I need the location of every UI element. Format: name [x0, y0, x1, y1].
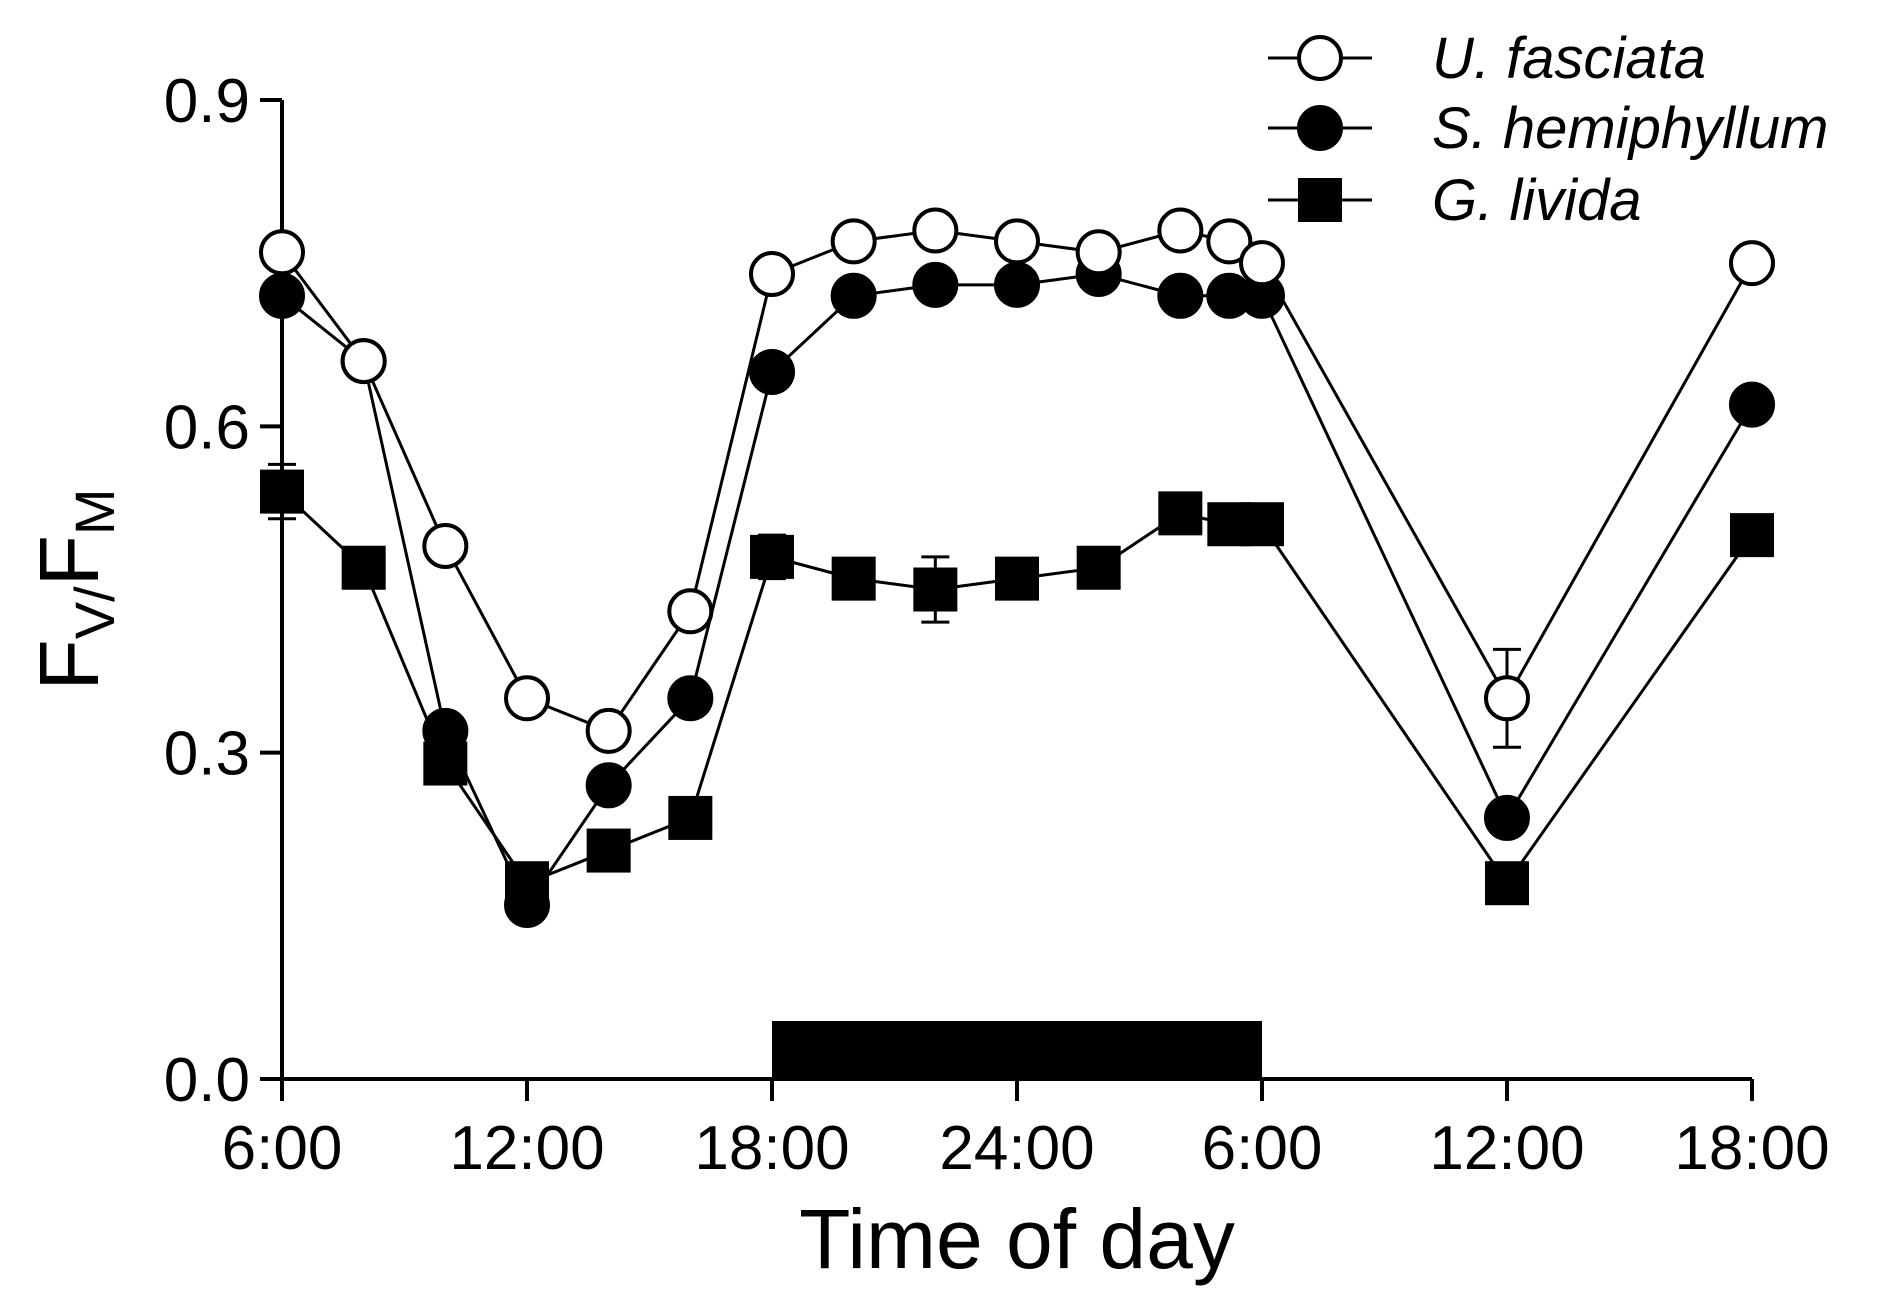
x-tick-label: 6:00: [222, 1114, 343, 1183]
data-point: [994, 261, 1040, 308]
data-point: [913, 567, 958, 612]
legend-label: U. fasciata: [1432, 26, 1706, 91]
data-point: [422, 707, 469, 754]
legend-marker: [1297, 105, 1343, 151]
series: [259, 207, 1775, 928]
dark-period-bar: [772, 1021, 1262, 1079]
data-point: [1484, 675, 1530, 722]
x-axis-title: Time of day: [799, 1192, 1235, 1286]
data-point: [259, 272, 305, 319]
x-tick-label: 12:00: [449, 1114, 604, 1183]
x-tick-label: 6:00: [1202, 1114, 1323, 1183]
data-point: [1157, 272, 1204, 319]
y-title-sub-v: V/: [63, 586, 126, 639]
y-title-f1: F: [22, 639, 116, 690]
data-point: [912, 261, 959, 308]
y-title-f2: F: [22, 535, 116, 586]
y-tick-label: 0.0: [164, 1046, 250, 1115]
data-point: [1206, 218, 1253, 265]
data-point: [1076, 545, 1121, 590]
data-point: [667, 588, 714, 635]
data-point: [1730, 513, 1774, 558]
legend-item: U. fasciata: [1268, 26, 1706, 91]
data-point: [504, 675, 550, 722]
data-point: [1240, 502, 1284, 547]
legend-marker: [1297, 35, 1343, 81]
svg-text:FV/FM: FV/FM: [22, 488, 126, 690]
data-point: [422, 522, 469, 569]
y-tick-label: 0.6: [164, 393, 250, 462]
x-tick-label: 24:00: [939, 1114, 1094, 1183]
x-tick-label: 18:00: [1674, 1114, 1829, 1183]
data-point: [1158, 491, 1203, 536]
data-point: [750, 534, 794, 579]
x-tick-label: 12:00: [1429, 1114, 1584, 1183]
series-g--livida: [260, 462, 1774, 906]
x-ticks: 6:00 12:00 18:00 24:00 6:00 12:00 18:00: [222, 1079, 1830, 1183]
y-tick-label: 0.3: [164, 720, 250, 789]
series-s--hemiphyllum: [259, 251, 1775, 928]
data-point: [995, 556, 1039, 601]
data-point: [1729, 381, 1775, 428]
data-point: [340, 338, 387, 385]
data-point: [341, 545, 386, 590]
y-title-sub-m: M: [63, 488, 126, 535]
data-point: [831, 556, 876, 601]
legend-marker: [1298, 178, 1342, 222]
dark-period-layer: [772, 1021, 1262, 1079]
data-point: [1484, 794, 1530, 841]
data-point: [830, 272, 877, 319]
legend-label: S. hemiphyllum: [1432, 96, 1828, 161]
x-tick-label: 18:00: [694, 1114, 849, 1183]
data-point: [586, 828, 631, 873]
data-point: [668, 795, 713, 840]
data-point: [1075, 229, 1122, 276]
legend-item: S. hemiphyllum: [1268, 96, 1828, 161]
legend-label: G. livida: [1432, 168, 1642, 233]
data-point: [504, 881, 550, 928]
data-point: [1485, 861, 1529, 906]
data-point: [830, 218, 877, 265]
y-ticks: 0.0 0.3 0.6 0.9: [164, 67, 282, 1115]
data-point: [259, 229, 305, 276]
data-point: [585, 762, 632, 809]
y-axis-title: FV/FM: [22, 488, 126, 690]
data-point: [994, 218, 1040, 265]
legend-item: G. livida: [1268, 168, 1642, 233]
data-point: [912, 207, 959, 254]
data-point: [667, 675, 714, 722]
data-point: [749, 348, 795, 395]
series-u--fasciata: [259, 207, 1775, 754]
data-point: [1239, 240, 1285, 287]
data-point: [585, 707, 632, 754]
data-point: [749, 251, 795, 298]
y-tick-label: 0.9: [164, 67, 250, 136]
data-point: [260, 469, 304, 514]
series-line: [280, 490, 1754, 886]
data-point: [1157, 207, 1204, 254]
data-point: [1729, 240, 1775, 287]
